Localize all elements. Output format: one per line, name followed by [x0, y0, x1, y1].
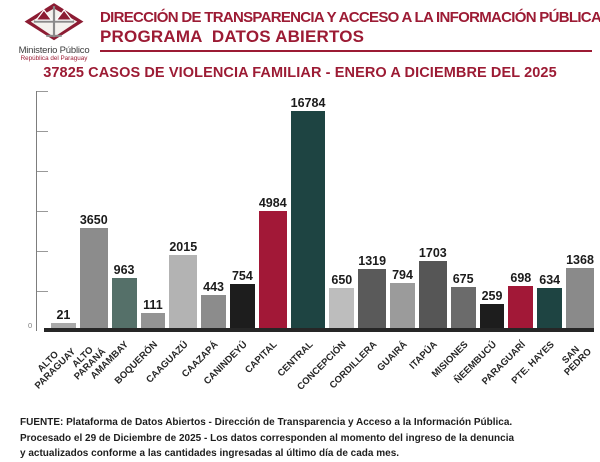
bar-value-label: 675: [452, 272, 474, 286]
bar-value-label: 1703: [418, 246, 447, 260]
y-axis-tick: [37, 171, 48, 172]
bar-value-label: 1319: [358, 254, 387, 268]
bar-column: 111 BOQUERÓN: [113, 91, 166, 387]
source-line-1: FUENTE: Plataforma de Datos Abiertos - D…: [20, 417, 513, 428]
bar-paraguar: [508, 286, 534, 331]
y-axis-tick: [37, 131, 48, 132]
source-line-3: y actualizados conforme a las cantidades…: [20, 448, 400, 459]
bar-itap-a: [418, 261, 447, 331]
y-axis-tick: [37, 91, 48, 92]
bar-capital: [258, 211, 287, 331]
logo-country-name: República del Paraguay: [20, 54, 88, 62]
bar-alto-paraguay: [51, 323, 76, 331]
bar-san-pedro: [566, 268, 594, 331]
bar-value-label: 634: [539, 273, 561, 287]
bar-column: 1319 CORDILLERA: [327, 91, 387, 391]
logo-org-name: Ministerio Público: [18, 45, 90, 56]
category-label: GUAIRÁ: [375, 339, 410, 374]
header: Ministerio Público República del Paragua…: [0, 0, 600, 63]
header-line1: DIRECCIÓN DE TRANSPARENCIA Y ACCESO A LA…: [100, 9, 600, 26]
y-axis-tick: [37, 251, 48, 252]
bar-guair: [390, 283, 415, 331]
source-note: FUENTE: Plataforma de Datos Abiertos - D…: [20, 415, 590, 462]
plot-area: 21 ALTO PARAGUAY 3650 ALTO PARANÁ 963 AMAMBAY…: [33, 91, 595, 393]
bar-column: 2015 CAAGUAZÚ: [144, 91, 198, 386]
bar-column: 754 CANINDEYÚ: [202, 91, 255, 387]
x-axis-baseline: [44, 328, 594, 332]
bar-value-label: 4984: [258, 196, 287, 210]
bar-value-label: 2015: [169, 240, 198, 254]
bar-cordillera: [358, 269, 387, 331]
chart-title: 37825 CASOS DE VIOLENCIA FAMILIAR - ENER…: [43, 65, 557, 81]
scales-diamond-icon: [24, 3, 84, 41]
bar-column: 794 GUAIRÁ: [375, 91, 415, 374]
bar-amambay: [111, 278, 137, 331]
bar-column: 259 ÑEEMBUCÚ: [452, 91, 505, 386]
bar-column: 1703 ITAPÚA: [408, 91, 447, 372]
bar-concepci-n: [329, 288, 355, 331]
bar-value-label: 1368: [566, 253, 594, 267]
y-axis-tick: [37, 291, 48, 292]
bar-pte-hayes: [537, 288, 563, 331]
bar-value-label: 16784: [290, 96, 326, 110]
header-line2: PROGRAMA DATOS ABIERTOS: [100, 27, 365, 46]
bar-column: 4984 CAPITAL: [243, 91, 287, 376]
category-label: SAN PEDRO: [560, 344, 595, 379]
bar-column: 21 ALTO PARAGUAY: [33, 91, 78, 392]
bar-column: 443 CAAZAPÁ: [180, 91, 226, 380]
bar-column: 1368 SAN PEDRO: [560, 91, 594, 378]
bar-value-label: 754: [231, 269, 253, 283]
bar-value-label: 698: [510, 271, 532, 285]
bar-value-label: 259: [481, 289, 503, 303]
bar-column: 3650 ALTO PARANÁ: [70, 91, 108, 383]
y-axis-zero-label: 0: [28, 321, 33, 330]
bar-column: 650 CONCEPCIÓN: [296, 91, 355, 393]
bar-value-label: 3650: [79, 213, 108, 227]
bar-central: [290, 111, 326, 331]
bar-alto-paran: [79, 228, 108, 331]
bar-value-label: 111: [143, 298, 163, 312]
bar-column: 675 MISIONES: [430, 91, 476, 380]
ministerio-publico-logo: Ministerio Público República del Paragua…: [10, 3, 98, 63]
bar-caazap: [201, 295, 226, 331]
bar-caaguaz: [169, 255, 198, 331]
bar-value-label: 443: [203, 280, 224, 294]
bar-chart: 0 21 ALTO PARAGUAY 3650 ALTO PARANÁ 963 AMAMB…: [28, 91, 595, 393]
header-titles: DIRECCIÓN DE TRANSPARENCIA Y ACCESO A LA…: [100, 0, 600, 52]
header-divider: [100, 50, 592, 52]
bar-value-label: 21: [56, 308, 71, 322]
source-line-2: Procesado el 29 de Diciembre de 2025 - L…: [20, 432, 515, 444]
bar-misiones: [450, 287, 476, 331]
bar-canindey: [230, 284, 255, 331]
y-axis: 0: [28, 91, 51, 331]
bar-column: 698 PARAGUARÍ: [480, 91, 534, 387]
bar-boquer-n: [140, 313, 166, 331]
bar-column: 634 PTE. HAYES: [510, 91, 563, 386]
bar-value-label: 963: [113, 263, 135, 277]
y-axis-tick: [37, 211, 48, 212]
bar-value-label: 794: [392, 268, 413, 282]
bar-column: 963 AMAMBAY: [89, 91, 137, 382]
bar-column: 16784 CENTRAL: [275, 91, 326, 379]
bar-eembuc: [479, 304, 505, 331]
bar-value-label: 650: [331, 273, 353, 287]
